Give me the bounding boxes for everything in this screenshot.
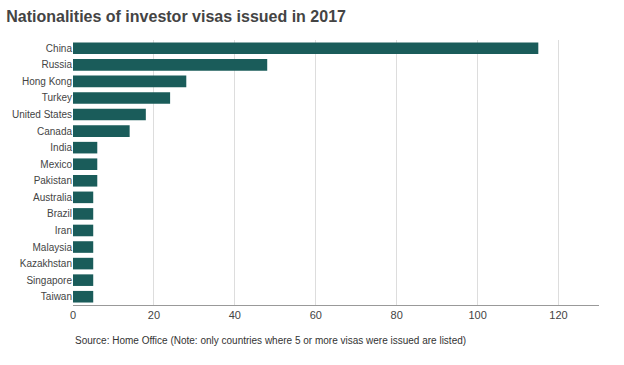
svg-text:Canada: Canada	[37, 126, 72, 137]
svg-text:40: 40	[229, 309, 241, 321]
svg-text:Pakistan: Pakistan	[34, 175, 72, 186]
svg-text:Hong Kong: Hong Kong	[22, 76, 72, 87]
svg-text:United States: United States	[12, 109, 72, 120]
svg-text:Brazil: Brazil	[47, 208, 72, 219]
svg-text:India: India	[50, 142, 72, 153]
svg-text:0: 0	[70, 309, 76, 321]
svg-text:Singapore: Singapore	[26, 275, 72, 286]
svg-text:Turkey: Turkey	[42, 92, 72, 103]
svg-text:Nationalities of investor visa: Nationalities of investor visas issued i…	[6, 8, 346, 25]
svg-text:Source: Home Office (Note: onl: Source: Home Office (Note: only countrie…	[75, 335, 466, 346]
svg-text:Kazakhstan: Kazakhstan	[20, 258, 72, 269]
svg-text:60: 60	[310, 309, 322, 321]
svg-text:Russia: Russia	[41, 59, 72, 70]
svg-text:100: 100	[468, 309, 486, 321]
svg-text:Australia: Australia	[33, 192, 72, 203]
svg-text:20: 20	[148, 309, 160, 321]
svg-text:Mexico: Mexico	[40, 159, 72, 170]
svg-text:120: 120	[549, 309, 567, 321]
svg-text:80: 80	[391, 309, 403, 321]
svg-text:Iran: Iran	[55, 225, 72, 236]
svg-text:Malaysia: Malaysia	[33, 242, 73, 253]
svg-text:China: China	[46, 43, 73, 54]
svg-text:Taiwan: Taiwan	[41, 291, 72, 302]
